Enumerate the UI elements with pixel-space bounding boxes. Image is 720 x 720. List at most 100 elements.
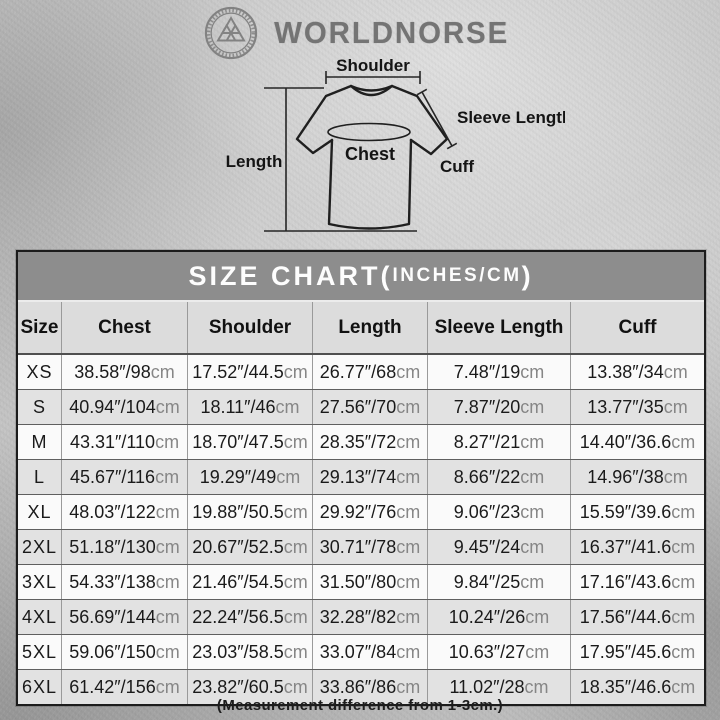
diagram-label-shoulder: Shoulder bbox=[336, 56, 410, 75]
table-row-5xl: 5XL 59.06″/150 cm 23.03″/58.5 cm 33.07″/84… bbox=[18, 634, 704, 669]
sleeve-length-value: 10.24″/26 cm bbox=[427, 600, 570, 634]
cell-unit: cm bbox=[520, 501, 545, 522]
shoulder-value: 23.82″/60.5 cm bbox=[187, 670, 312, 704]
cell-unit: cm bbox=[155, 606, 180, 627]
cell-value: 38.58″/98 bbox=[74, 361, 151, 382]
shoulder-value: 23.03″/58.5 cm bbox=[187, 635, 312, 669]
cell-value: 33.86″/86 bbox=[319, 676, 397, 697]
cell-unit: cm bbox=[671, 676, 696, 697]
cell-value: 30.71″/78 bbox=[319, 536, 397, 557]
table-row-l: L 45.67″/116 cm 19.29″/49 cm 29.13″/74 cm 8… bbox=[18, 459, 704, 494]
column-header-size: Size bbox=[20, 316, 59, 338]
chest-value: 59.06″/150 cm bbox=[61, 635, 187, 669]
cell-unit: cm bbox=[663, 396, 688, 417]
table-row-xs: XS 38.58″/98 cm 17.52″/44.5 cm 26.77″/68 cm… bbox=[18, 355, 704, 389]
table-row-6xl: 6XL 61.42″/156 cm 23.82″/60.5 cm 33.86″/86… bbox=[18, 669, 704, 704]
shoulder-value: 17.52″/44.5 cm bbox=[187, 355, 312, 389]
cell-unit: cm bbox=[283, 431, 308, 452]
cell-value: 43.31″/110 bbox=[69, 431, 156, 452]
shoulder-value: 19.88″/50.5 cm bbox=[187, 495, 312, 529]
sleeve-length-value: 8.66″/22 cm bbox=[427, 460, 570, 494]
cell-unit: cm bbox=[396, 536, 421, 557]
sleeve-length-value: 10.63″/27 cm bbox=[427, 635, 570, 669]
diagram-label-cuff: Cuff bbox=[440, 157, 474, 176]
cell-unit: cm bbox=[520, 396, 545, 417]
cell-value: 40.94″/104 bbox=[69, 396, 156, 417]
size-chart-table: SIZE CHART(INCHES/CM) Size Chest Shoulde… bbox=[16, 250, 706, 706]
cell-value: 16.37″/41.6 bbox=[579, 536, 672, 557]
cell-value: 32.28″/82 bbox=[319, 606, 397, 627]
column-header-length: Length bbox=[312, 302, 427, 353]
cell-value: 21.46″/54.5 bbox=[192, 571, 284, 592]
diagram-label-length: Length bbox=[226, 152, 283, 171]
cell-unit: cm bbox=[520, 431, 545, 452]
table-row-3xl: 3XL 54.33″/138 cm 21.46″/54.5 cm 31.50″/80… bbox=[18, 564, 704, 599]
chest-value: 45.67″/116 cm bbox=[61, 460, 187, 494]
cell-value: 23.82″/60.5 bbox=[192, 676, 284, 697]
measurement-disclaimer: (Measurement difference from 1-3cm.) bbox=[216, 697, 504, 714]
cell-value: 31.50″/80 bbox=[319, 571, 397, 592]
cell-unit: cm bbox=[663, 361, 688, 382]
cell-value: 18.11″/46 bbox=[200, 396, 276, 417]
cell-unit: cm bbox=[396, 431, 421, 452]
column-header-cuff: Cuff bbox=[570, 302, 704, 353]
chest-value: 51.18″/130 cm bbox=[61, 530, 187, 564]
cell-unit: cm bbox=[525, 641, 550, 662]
tshirt-measurement-diagram: Shoulder Sleeve Length Length Chest Cuff bbox=[226, 56, 565, 232]
cuff-value: 16.37″/41.6 cm bbox=[570, 530, 704, 564]
cell-unit: cm bbox=[275, 396, 300, 417]
cell-unit: cm bbox=[283, 641, 308, 662]
cell-value: 22.24″/56.5 bbox=[192, 606, 284, 627]
table-row-m: M 43.31″/110 cm 18.70″/47.5 cm 28.35″/72 cm… bbox=[18, 424, 704, 459]
shoulder-value: 19.29″/49 cm bbox=[187, 460, 312, 494]
length-value: 28.35″/72 cm bbox=[312, 425, 427, 459]
cell-unit: cm bbox=[155, 571, 180, 592]
cell-value: 33.07″/84 bbox=[319, 641, 397, 662]
cell-unit: cm bbox=[671, 501, 696, 522]
cell-unit: cm bbox=[671, 641, 696, 662]
length-value: 33.07″/84 cm bbox=[312, 635, 427, 669]
brand-name: WORLDNORSE bbox=[274, 15, 510, 50]
table-row-4xl: 4XL 56.69″/144 cm 22.24″/56.5 cm 32.28″/82… bbox=[18, 599, 704, 634]
length-value: 29.13″/74 cm bbox=[312, 460, 427, 494]
cell-value: 10.63″/27 bbox=[448, 641, 526, 662]
cuff-value: 13.38″/34 cm bbox=[570, 355, 704, 389]
cell-value: 45.67″/116 bbox=[69, 466, 156, 487]
size-label: 2XL bbox=[21, 536, 58, 557]
sleeve-length-value: 9.06″/23 cm bbox=[427, 495, 570, 529]
cuff-value: 15.59″/39.6 cm bbox=[570, 495, 704, 529]
cell-unit: cm bbox=[396, 466, 421, 487]
cell-value: 27.56″/70 bbox=[319, 396, 397, 417]
sleeve-length-value: 7.87″/20 cm bbox=[427, 390, 570, 424]
sleeve-length-value: 9.84″/25 cm bbox=[427, 565, 570, 599]
cell-value: 19.29″/49 bbox=[199, 466, 277, 487]
cell-unit: cm bbox=[155, 536, 180, 557]
chest-value: 38.58″/98 cm bbox=[61, 355, 187, 389]
cell-value: 18.70″/47.5 bbox=[192, 431, 284, 452]
sleeve-length-value: 8.27″/21 cm bbox=[427, 425, 570, 459]
cuff-value: 17.56″/44.6 cm bbox=[570, 600, 704, 634]
cell-unit: cm bbox=[396, 676, 421, 697]
cell-unit: cm bbox=[283, 361, 308, 382]
cell-value: 17.52″/44.5 bbox=[192, 361, 284, 382]
size-label: XS bbox=[26, 361, 53, 382]
brand-header: WORLDNORSE bbox=[0, 6, 720, 60]
chest-value: 61.42″/156 cm bbox=[61, 670, 187, 704]
cell-unit: cm bbox=[155, 396, 180, 417]
cuff-value: 14.40″/36.6 cm bbox=[570, 425, 704, 459]
cell-unit: cm bbox=[283, 606, 308, 627]
length-value: 29.92″/76 cm bbox=[312, 495, 427, 529]
table-row-s: S 40.94″/104 cm 18.11″/46 cm 27.56″/70 cm 7… bbox=[18, 389, 704, 424]
length-value: 27.56″/70 cm bbox=[312, 390, 427, 424]
cell-unit: cm bbox=[520, 466, 545, 487]
shoulder-value: 21.46″/54.5 cm bbox=[187, 565, 312, 599]
cell-value: 19.88″/50.5 bbox=[192, 501, 284, 522]
cell-value: 29.92″/76 bbox=[319, 501, 397, 522]
cell-value: 51.18″/130 bbox=[69, 536, 156, 557]
cell-unit: cm bbox=[276, 466, 301, 487]
sleeve-length-value: 9.45″/24 cm bbox=[427, 530, 570, 564]
cell-unit: cm bbox=[396, 571, 421, 592]
chest-value: 54.33″/138 cm bbox=[61, 565, 187, 599]
cell-unit: cm bbox=[663, 466, 688, 487]
